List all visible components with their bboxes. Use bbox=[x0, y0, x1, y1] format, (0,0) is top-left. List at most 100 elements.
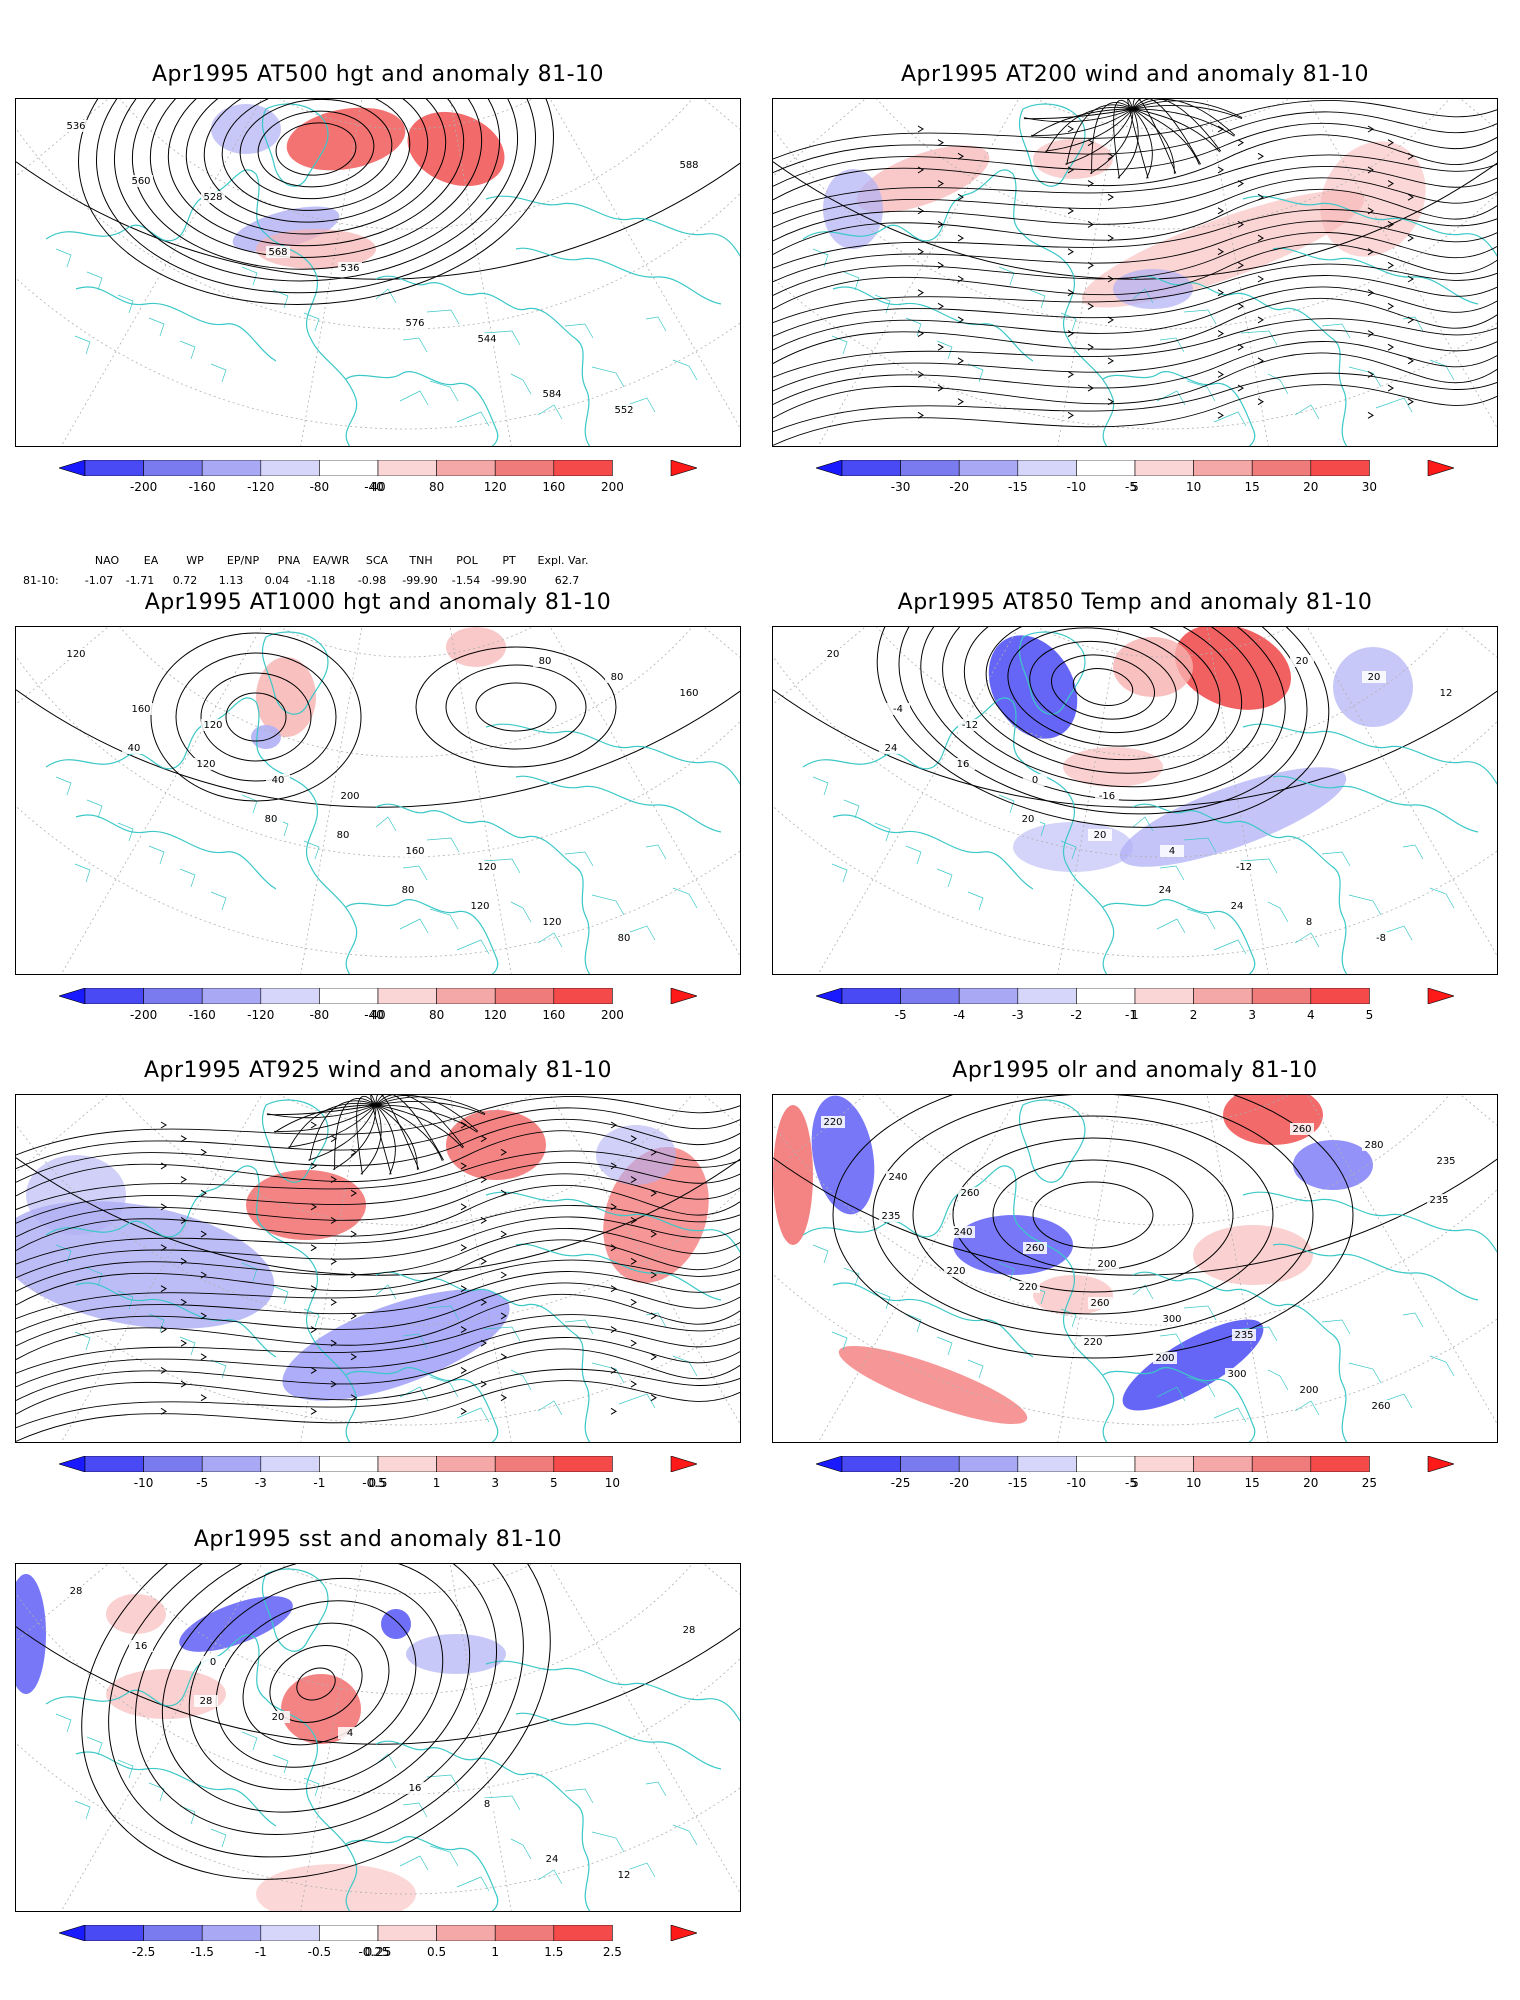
colorbar-segment bbox=[841, 1456, 901, 1472]
colorbar-tick-label: -40 bbox=[364, 480, 384, 494]
contour-label: 300 bbox=[1162, 1314, 1181, 1325]
colorbar-segment bbox=[260, 1456, 320, 1472]
colorbar-segment bbox=[1076, 988, 1136, 1004]
contour-labels: 220 260 200 235 260 240 260 300 200 235 240 260 300 2… bbox=[821, 1116, 1458, 1412]
teleconnection-header: EP/NP bbox=[226, 554, 260, 567]
anomaly-patch bbox=[596, 1125, 676, 1185]
colorbar-segment bbox=[900, 460, 960, 476]
colorbar-tick-label: 40 bbox=[370, 1008, 386, 1022]
colorbar-segment bbox=[319, 1456, 379, 1472]
contour-label: 552 bbox=[614, 405, 633, 416]
panel-title: Apr1995 olr and anomaly 81-10 bbox=[952, 1058, 1318, 1083]
colorbar-tick-label: -25 bbox=[890, 1476, 911, 1490]
contour-label: -12 bbox=[962, 720, 978, 731]
map-olr: 220 260 200 235 260 240 260 300 200 235 240 260 300 2… bbox=[772, 1094, 1498, 1443]
contour-label: 260 bbox=[1090, 1298, 1109, 1309]
colorbar-segment bbox=[958, 988, 1019, 1004]
colorbar-tick-label: 1 bbox=[1131, 1008, 1139, 1022]
contour-label: 4 bbox=[1169, 846, 1175, 857]
colorbar-segment bbox=[436, 988, 496, 1004]
colorbar-arrow-low bbox=[59, 1925, 86, 1941]
contour-label: 80 bbox=[611, 672, 624, 683]
contour-label: 80 bbox=[265, 814, 278, 825]
colorbar-segment bbox=[900, 1456, 960, 1472]
teleconnection-value: -1.71 bbox=[125, 574, 155, 587]
hemisphere-edge bbox=[773, 689, 1497, 808]
colorbar-tick-label: 10 bbox=[1185, 480, 1202, 494]
colorbar-tick-label: -5 bbox=[196, 1476, 209, 1490]
contour-lines bbox=[415, 646, 617, 768]
colorbar-tick-label: -5 bbox=[1125, 480, 1137, 494]
colorbar-tick-label: 5 bbox=[1131, 1476, 1139, 1490]
colorbar-segment bbox=[436, 460, 496, 476]
colorbar-segment bbox=[1076, 1456, 1136, 1472]
contour-label: 4 bbox=[347, 1728, 353, 1739]
colorbar-tick-label: 5 bbox=[549, 1476, 558, 1490]
contour-label: 120 bbox=[66, 649, 85, 660]
colorbar-segment bbox=[143, 1456, 203, 1472]
contour-label: 120 bbox=[196, 759, 215, 770]
colorbar-segment bbox=[319, 988, 379, 1004]
colorbar-ticks: -10 -5 -3 -1 -0.5 0.5 1 3 5 10 bbox=[59, 1476, 697, 1492]
colorbar-arrow-high bbox=[670, 460, 697, 476]
contour-label: -12 bbox=[1236, 862, 1252, 873]
colorbar-tick-label: -20 bbox=[949, 480, 969, 494]
lat-lon-grid bbox=[16, 1564, 740, 1911]
colorbar-segment bbox=[553, 460, 613, 476]
colorbar-segment bbox=[1076, 460, 1136, 476]
colorbar-segment bbox=[1251, 988, 1312, 1004]
colorbar-tick-label: -80 bbox=[309, 1008, 330, 1022]
anomaly-patch bbox=[1063, 747, 1163, 787]
colorbar-arrow-low bbox=[59, 988, 86, 1004]
colorbar-segment bbox=[201, 460, 262, 476]
colorbar-tick-label: -20 bbox=[949, 1476, 969, 1490]
coastlines bbox=[45, 1568, 740, 1911]
contour-label: 235 bbox=[1429, 1195, 1448, 1206]
colorbar-tick-label: 20 bbox=[1303, 480, 1319, 494]
teleconnection-value: -99.90 bbox=[491, 574, 527, 587]
colorbar-segment bbox=[84, 1925, 144, 1941]
colorbar-arrow-low bbox=[816, 988, 843, 1004]
contour-label: 8 bbox=[484, 1799, 490, 1810]
colorbar-segment bbox=[260, 1925, 320, 1941]
contour-label: 260 bbox=[1025, 1243, 1044, 1254]
anomaly-patch bbox=[26, 1155, 126, 1235]
colorbar-segment bbox=[1251, 460, 1312, 476]
teleconnection-value: -1.54 bbox=[451, 574, 481, 587]
contour-label: 16 bbox=[957, 759, 970, 770]
colorbar-segment bbox=[1193, 1456, 1253, 1472]
colorbar-ticks: -30 -20 -15 -10 -5 5 10 15 20 30 bbox=[816, 480, 1454, 496]
anomaly-patch bbox=[281, 1674, 361, 1744]
teleconnection-headers: NAO EA WP EP/NP PNA EA/WR SCA TNH POL PT Expl. Var… bbox=[15, 554, 741, 568]
anomaly-patch bbox=[106, 1594, 166, 1634]
colorbar-segment bbox=[958, 1456, 1019, 1472]
colorbar-segment bbox=[1017, 1456, 1077, 1472]
colorbar-segment bbox=[201, 1925, 262, 1941]
streamlines bbox=[773, 99, 1497, 446]
teleconnection-value: 0.04 bbox=[264, 574, 290, 587]
colorbar-segment bbox=[319, 1925, 379, 1941]
map-at850-temp: 20 -12 -16 -12 -8 -4 0 4 8 12 16 20 24 20 24 20 24 20 bbox=[772, 626, 1498, 975]
contour-label: 260 bbox=[1371, 1401, 1390, 1412]
contour-label: 235 bbox=[1234, 1330, 1253, 1341]
map-svg: 536 528 536 544 552 560 568 576 584 588 bbox=[16, 99, 740, 446]
anomaly-patch bbox=[256, 229, 376, 269]
colorbar-tick-label: 20 bbox=[1303, 1476, 1319, 1490]
contour-labels: 120 120 200 120 80 160 40 160 120 160 120 80 120 80 40… bbox=[64, 648, 701, 944]
panel-title: Apr1995 AT200 wind and anomaly 81-10 bbox=[900, 62, 1370, 87]
colorbar-segment bbox=[841, 988, 901, 1004]
map-at1000-hgt: 120 120 200 120 80 160 40 160 120 160 120 80 120 80 40… bbox=[15, 626, 741, 975]
contour-label: -8 bbox=[1376, 933, 1386, 944]
colorbar-tick-label: -1 bbox=[254, 1945, 267, 1959]
colorbar-segment bbox=[1193, 460, 1253, 476]
anomaly-patch bbox=[953, 1215, 1073, 1275]
colorbar-segment bbox=[377, 988, 437, 1004]
colorbar-segment bbox=[494, 1456, 555, 1472]
hemisphere-edge bbox=[16, 161, 740, 280]
colorbar-tick-label: 2.5 bbox=[602, 1945, 622, 1959]
colorbar-tick-label: 120 bbox=[483, 480, 507, 494]
colorbar-segment bbox=[260, 460, 320, 476]
colorbar-segment bbox=[1310, 1456, 1370, 1472]
anomaly-patch bbox=[446, 1110, 546, 1180]
contour-label: 220 bbox=[1083, 1337, 1102, 1348]
